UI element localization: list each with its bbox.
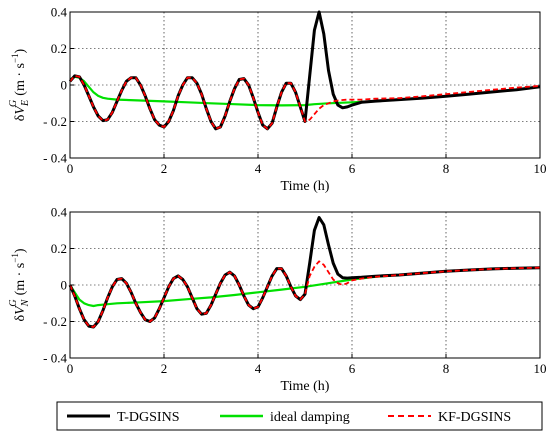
y-tick-label: - 0.2 [43,114,67,129]
legend-label-kf-dgsins: KF-DGSINS [438,410,511,425]
y-axis-label-var: V [13,105,28,115]
chart-panel-east-velocity: 0 2 4 6 8 10 - 0.4 - 0.2 0 0.2 0.4 Time (h) δVEG (m… [8,5,547,195]
x-tick-label: 2 [161,361,168,376]
y-tick-label: - 0.4 [43,151,67,166]
x-tick-label: 6 [349,361,356,376]
y-axis-label: δVEG (m · s−1) [8,48,31,121]
y-axis-label-exp: −1 [10,53,20,63]
x-axis-label: Time (h) [281,179,330,194]
y-tick-label: 0.2 [51,41,67,56]
series-lines [68,10,541,131]
y-axis-label-unit: (m · s [13,263,28,296]
y-axis-label-delta: δ [13,114,28,121]
y-axis-label-var: V [13,305,28,315]
y-tick-label: 0.2 [51,241,67,256]
series-lines [68,216,541,329]
x-tick-label: 4 [255,161,262,176]
series-line-kf-dgsins [69,260,541,328]
chart-panel-north-velocity: 0 2 4 6 8 10 - 0.4 - 0.2 0 0.2 0.4 Time (h) δVNG (m… [8,205,547,395]
x-tick-label: 8 [443,361,450,376]
y-axis-label-unit: (m · s [13,63,28,96]
series-line-t-dgsins [68,10,541,131]
y-tick-label: - 0.4 [43,351,67,366]
axis-ticks: 0 2 4 6 8 10 - 0.4 - 0.2 0 0.2 0.4 [43,205,546,377]
y-axis-label-sub: N [20,298,31,307]
legend-box [56,401,543,431]
axis-ticks: 0 2 4 6 8 10 - 0.4 - 0.2 0 0.2 0.4 [43,5,546,177]
y-tick-label: - 0.2 [43,314,67,329]
y-axis-label-close: ) [13,248,28,253]
y-axis-label-sup: G [8,299,19,306]
legend-label-t-dgsins: T-DGSINS [117,410,180,425]
x-tick-label: 10 [534,361,547,376]
series-line-t-dgsins [68,216,541,329]
x-tick-label: 0 [67,361,74,376]
series-line-kf-dgsins [69,75,541,130]
y-tick-label: 0 [61,78,68,93]
y-axis-label-delta: δ [13,315,28,322]
y-axis-label-close: ) [13,48,28,53]
y-axis-label-sup: G [8,100,19,107]
legend: T-DGSINS ideal damping KF-DGSINS [56,401,543,431]
y-tick-label: 0.4 [51,205,68,220]
x-tick-label: 0 [67,161,74,176]
x-tick-label: 2 [161,161,168,176]
y-axis-label: δVNG (m · s−1) [8,248,31,321]
y-axis-label-sub: E [20,100,31,107]
x-tick-label: 4 [255,361,262,376]
legend-label-ideal-damping: ideal damping [270,410,350,425]
x-tick-label: 6 [349,161,356,176]
y-axis-label-exp: −1 [10,253,20,263]
x-axis-label: Time (h) [281,379,330,394]
x-tick-label: 10 [534,161,547,176]
y-tick-label: 0.4 [51,5,68,20]
y-tick-label: 0 [61,278,68,293]
x-tick-label: 8 [443,161,450,176]
